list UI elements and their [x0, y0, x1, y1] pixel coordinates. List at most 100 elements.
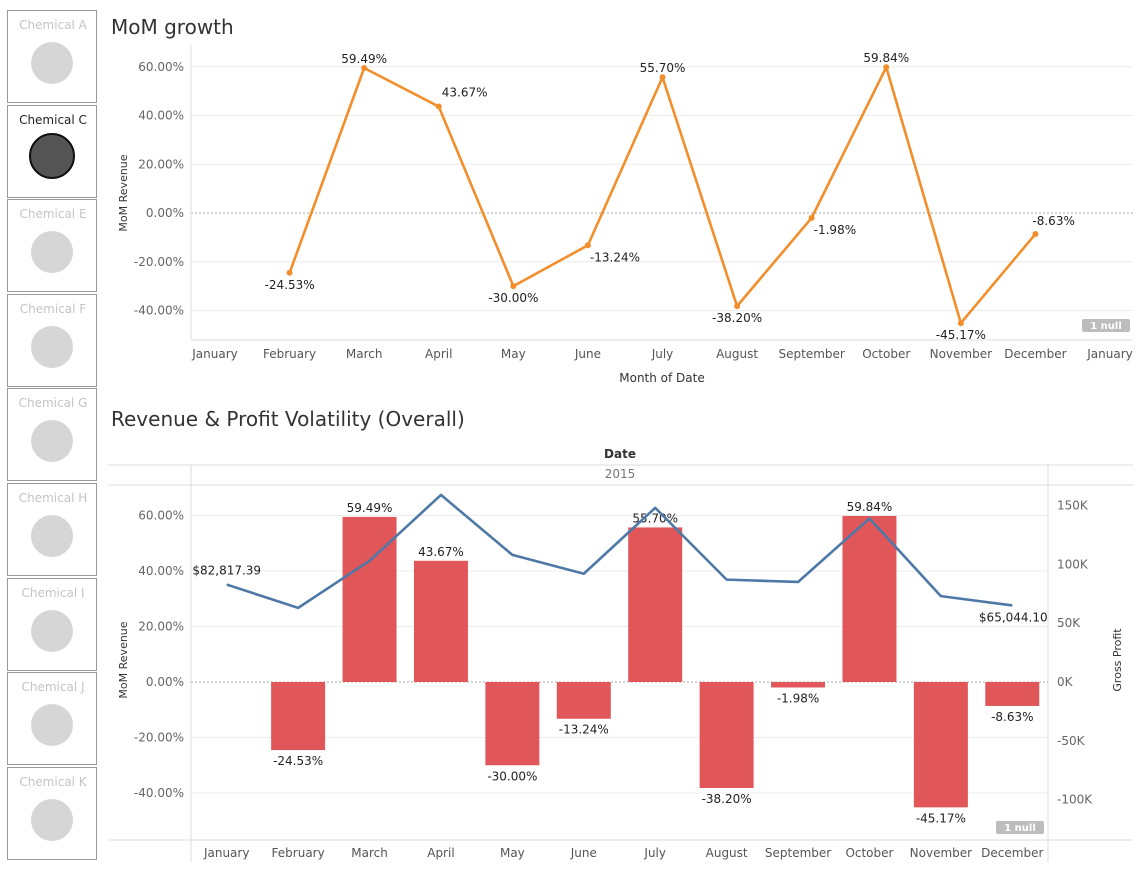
filter-circle-icon [31, 420, 73, 463]
x-tick-label: April [427, 846, 454, 860]
filter-circle-icon [31, 325, 73, 368]
filter-item-chemical-h[interactable]: Chemical H [7, 483, 97, 576]
bar-label: -45.17% [916, 811, 966, 825]
y-axis-title-right: Gross Profit [1111, 628, 1124, 692]
bar-label: 59.84% [847, 500, 893, 514]
filter-item-label: Chemical G [18, 396, 88, 411]
data-point [510, 283, 517, 290]
x-tick-label: September [779, 347, 845, 361]
data-label: 59.49% [341, 52, 387, 66]
data-point [957, 320, 964, 327]
y-tick-label-right: 150K [1057, 499, 1089, 513]
bar-label: -8.63% [991, 710, 1033, 724]
x-tick-label: September [765, 846, 831, 860]
x-axis-title: Month of Date [619, 371, 705, 385]
x-tick-label: August [716, 347, 758, 361]
filter-circle-icon [31, 42, 73, 84]
y-tick-label-right: -50K [1057, 734, 1086, 748]
chart-title-volatility: Revenue & Profit Volatility (Overall) [111, 407, 465, 431]
filter-item-chemical-j[interactable]: Chemical J [7, 672, 97, 766]
x-tick-label: April [425, 347, 452, 361]
series-line-gross-profit [226, 493, 1013, 610]
filter-item-label: Chemical K [19, 774, 87, 789]
x-tick-label: May [500, 846, 525, 860]
bar [628, 527, 683, 682]
data-label: -24.53% [265, 278, 315, 292]
data-point [435, 103, 442, 110]
data-point [286, 269, 293, 276]
null-badge-label: 1 null [1090, 321, 1122, 332]
filter-circle-icon [31, 798, 73, 841]
data-label: -45.17% [936, 328, 986, 342]
profit-label-last: $65,044.10 [979, 610, 1048, 624]
bar [413, 560, 468, 682]
filter-item-chemical-a[interactable]: Chemical A [7, 10, 97, 103]
data-label: -13.24% [590, 250, 640, 264]
data-point [808, 214, 815, 221]
y-tick-label-left: 60.00% [138, 509, 184, 523]
x-tick-label: October [845, 846, 893, 860]
y-tick-label-right: 50K [1057, 616, 1081, 630]
filter-item-label: Chemical A [19, 18, 87, 32]
x-tick-label: May [501, 347, 526, 361]
filter-item-label: Chemical C [19, 112, 87, 127]
y-tick-label: -40.00% [134, 304, 184, 318]
filter-circle-icon [31, 515, 73, 557]
bar-label: -24.53% [273, 754, 323, 768]
filter-item-chemical-i[interactable]: Chemical I [7, 577, 97, 671]
x-tick-label: July [651, 347, 674, 361]
x-tick-label: November [930, 347, 992, 361]
bar [556, 682, 611, 719]
null-badge [1082, 319, 1130, 332]
chemical-filter-panel: Chemical A Chemical C Chemical E Chemical F… [0, 0, 100, 869]
bar [271, 682, 326, 751]
column-header-year: 2015 [605, 467, 636, 481]
filter-circle-icon [31, 609, 73, 652]
bar-label: 59.49% [347, 501, 393, 515]
y-tick-label: -20.00% [134, 255, 184, 269]
y-tick-label-left: -20.00% [134, 731, 184, 745]
x-tick-label: October [862, 347, 910, 361]
chart-title-mom-growth: MoM growth [111, 15, 234, 39]
filter-item-chemical-f[interactable]: Chemical F [7, 293, 97, 387]
profit-label-first: $82,817.39 [192, 564, 261, 578]
bar [985, 682, 1040, 706]
x-tick-label: June [570, 846, 597, 860]
x-tick-label: June [574, 347, 601, 361]
y-tick-label: 60.00% [138, 60, 184, 74]
x-tick-label: February [263, 347, 316, 361]
filter-item-chemical-g[interactable]: Chemical G [7, 388, 97, 482]
filter-item-label: Chemical J [21, 680, 85, 695]
y-tick-label-left: -40.00% [134, 786, 184, 800]
x-tick-label: March [346, 347, 383, 361]
filter-item-label: Chemical I [21, 585, 85, 600]
x-tick-label: December [981, 846, 1043, 860]
bar [699, 682, 754, 789]
x-tick-label: August [706, 846, 748, 860]
data-label: 55.70% [640, 61, 686, 75]
y-tick-label-right: 100K [1057, 557, 1089, 571]
filter-item-chemical-k[interactable]: Chemical K [7, 766, 97, 860]
y-tick-label: 40.00% [138, 109, 184, 123]
filter-circle-icon [31, 231, 73, 274]
series-line-mom-growth [288, 65, 1037, 325]
bar [913, 682, 968, 808]
data-label: -8.63% [1032, 214, 1074, 228]
data-point [584, 242, 591, 249]
filter-item-chemical-c[interactable]: Chemical C [7, 104, 97, 198]
filter-item-chemical-e[interactable]: Chemical E [7, 199, 97, 293]
filter-item-label: Chemical E [19, 207, 87, 222]
column-header-title: Date [604, 447, 636, 461]
bar [485, 682, 540, 766]
null-badge-label: 1 null [1004, 823, 1036, 834]
filter-circle-icon [29, 132, 75, 179]
filter-item-label: Chemical F [19, 301, 87, 316]
x-tick-label: July [643, 846, 666, 860]
x-tick-label: January [191, 347, 238, 361]
y-axis-title: MoM Revenue [117, 154, 130, 231]
bar [842, 515, 897, 682]
x-tick-label: January [1086, 347, 1133, 361]
bar-label: -38.20% [702, 792, 752, 806]
y-tick-label-right: -100K [1057, 793, 1093, 807]
